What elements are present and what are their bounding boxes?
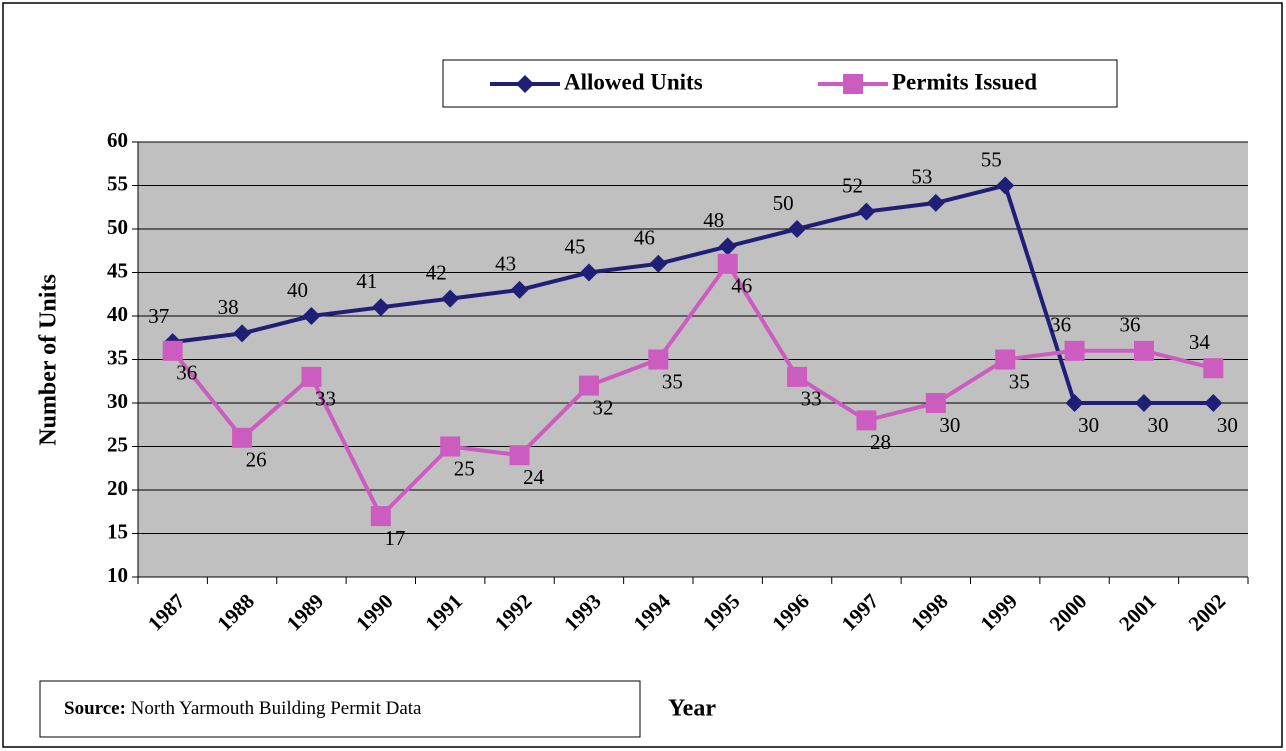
point <box>509 445 530 466</box>
data-label: 33 <box>801 387 822 411</box>
data-label: 35 <box>1009 369 1030 393</box>
legend-label: Allowed Units <box>564 69 703 94</box>
point <box>232 427 253 448</box>
point <box>649 254 668 273</box>
point <box>1065 394 1084 412</box>
data-label: 30 <box>1078 413 1099 437</box>
point <box>162 340 183 361</box>
source-label: Source: <box>64 698 126 719</box>
point <box>578 375 599 396</box>
data-label: 48 <box>703 208 724 232</box>
y-tick-label: 30 <box>107 389 128 413</box>
data-label: 36 <box>176 361 197 385</box>
point <box>996 176 1015 195</box>
point <box>441 289 460 308</box>
source: Source: North Yarmouth Building Permit D… <box>64 698 422 719</box>
data-label: 30 <box>939 413 960 437</box>
data-label: 33 <box>315 387 336 411</box>
point <box>857 202 876 221</box>
x-axis-label: Year <box>668 696 716 722</box>
point <box>856 410 877 431</box>
y-tick-label: 50 <box>107 215 128 239</box>
data-label: 37 <box>148 304 169 328</box>
data-label: 30 <box>1147 413 1168 437</box>
point <box>301 366 322 387</box>
data-label: 55 <box>981 147 1002 171</box>
data-label: 52 <box>842 173 863 197</box>
data-label: 43 <box>495 252 516 276</box>
series-line <box>171 260 1214 520</box>
point <box>718 237 737 256</box>
data-label: 24 <box>523 465 545 489</box>
data-label: 40 <box>287 278 308 302</box>
point <box>1203 358 1224 379</box>
data-label: 38 <box>218 295 239 319</box>
legend-label: Permits Issued <box>892 69 1037 94</box>
data-label: 17 <box>384 526 405 550</box>
point <box>371 298 390 317</box>
point <box>843 74 863 94</box>
data-label: 36 <box>1119 313 1140 337</box>
data-label: 53 <box>911 165 932 189</box>
point <box>787 366 808 387</box>
point <box>370 506 391 527</box>
data-label: 25 <box>454 456 475 480</box>
data-label: 46 <box>731 274 752 298</box>
data-label: 46 <box>634 226 655 250</box>
point <box>440 436 461 457</box>
data-label: 28 <box>870 430 891 454</box>
data-label: 34 <box>1189 330 1211 354</box>
point <box>925 393 946 413</box>
point <box>1134 394 1153 412</box>
y-tick-label: 10 <box>107 563 128 587</box>
y-tick-label: 60 <box>107 128 128 152</box>
point <box>995 349 1016 370</box>
y-tick-label: 35 <box>107 345 128 369</box>
point <box>926 193 945 212</box>
point <box>1133 340 1154 361</box>
point <box>302 307 321 325</box>
data-label: 26 <box>246 448 267 472</box>
data-label: 45 <box>564 234 585 258</box>
y-tick-label: 40 <box>107 302 128 326</box>
point <box>579 263 598 282</box>
point <box>648 349 669 370</box>
series-line <box>172 183 1214 405</box>
point <box>788 220 807 238</box>
data-label: 50 <box>773 191 794 215</box>
point <box>717 253 738 274</box>
y-tick-label: 45 <box>107 258 128 282</box>
point <box>233 324 252 343</box>
data-label: 36 <box>1050 313 1071 337</box>
y-tick-label: 25 <box>107 432 128 456</box>
source-text: North Yarmouth Building Permit Data <box>131 698 422 719</box>
point <box>1204 394 1223 412</box>
source-box <box>39 680 641 738</box>
data-label: 41 <box>356 269 377 293</box>
point <box>1064 340 1085 361</box>
data-label: 32 <box>592 395 613 419</box>
data-label: 42 <box>426 260 447 284</box>
point <box>516 75 534 93</box>
data-label: 30 <box>1217 413 1238 437</box>
y-tick-label: 15 <box>107 519 128 543</box>
y-tick-label: 55 <box>107 171 128 195</box>
data-label: 35 <box>662 369 683 393</box>
y-axis-label: Number of Units <box>36 274 62 446</box>
point <box>510 280 529 299</box>
y-tick-label: 20 <box>107 476 128 500</box>
